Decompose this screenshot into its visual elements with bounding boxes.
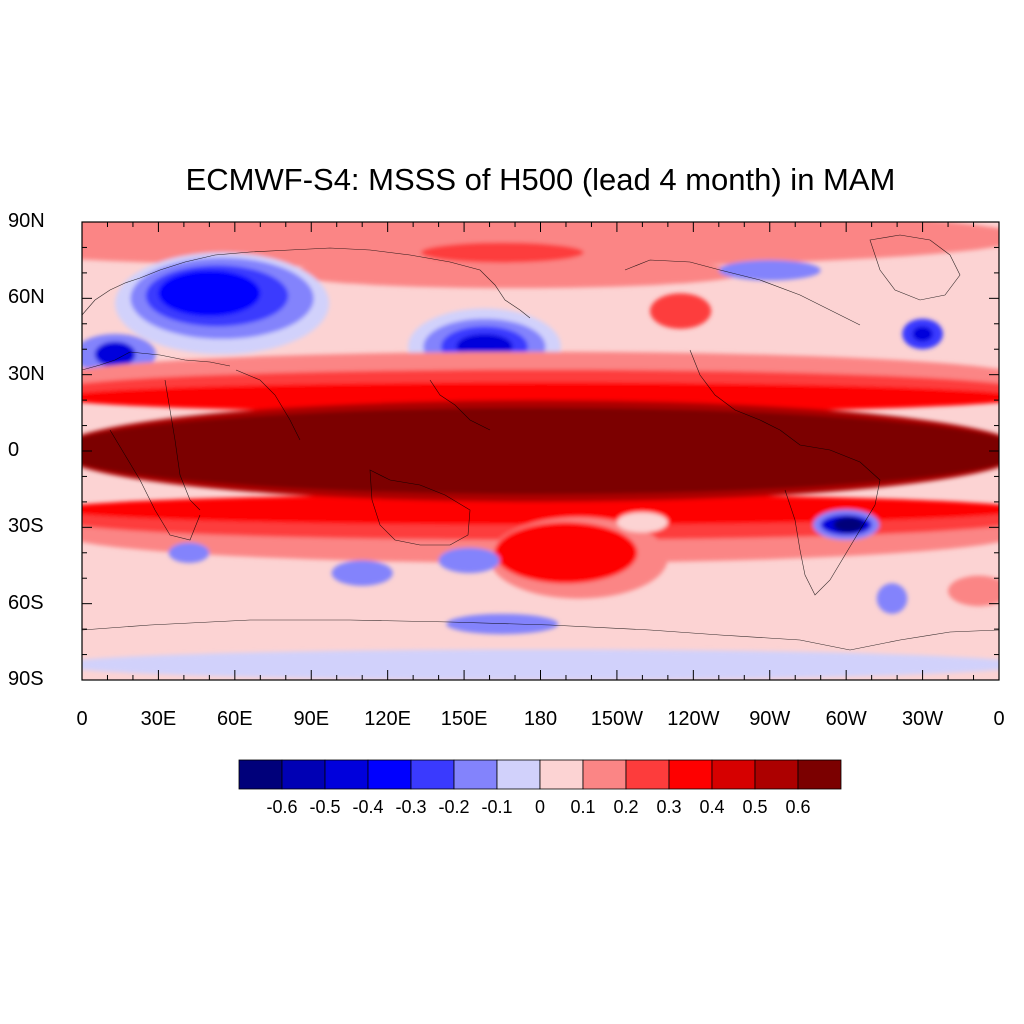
lon-label: 0	[993, 708, 1005, 730]
arctic-band-2	[285, 257, 745, 289]
colorbar-swatch	[324, 759, 369, 790]
north-pacific-high	[650, 293, 712, 329]
colorbar-label: 0	[534, 797, 545, 817]
lat-label: 90S	[8, 668, 44, 690]
colorbar-label: -0.4	[352, 797, 384, 817]
colorbar	[238, 759, 842, 790]
southern-ocean-low	[446, 613, 559, 635]
colorbar-label: -0.2	[438, 797, 470, 817]
tropics-4	[82, 407, 999, 495]
north-pacific-arctic-red	[420, 242, 584, 263]
lat-label: 90N	[8, 210, 45, 232]
colorbar-swatch	[754, 759, 799, 790]
south-pacific-pink	[616, 512, 668, 533]
coastlines	[82, 234, 999, 651]
colorbar-label: 0.5	[742, 797, 768, 817]
colorbar-swatch	[410, 759, 455, 790]
skill-field	[82, 222, 999, 680]
south-pacific-red	[494, 522, 638, 584]
east-europe-low-3	[158, 270, 261, 317]
lon-label: 120E	[364, 708, 412, 730]
lat-label: 60S	[8, 591, 44, 614]
lat-label: 30S	[8, 515, 44, 538]
indian-ocean-low-1	[168, 542, 210, 563]
colorbar-swatch	[453, 759, 498, 790]
colorbar-label: 0.1	[570, 797, 596, 817]
colorbar-swatch	[238, 759, 283, 790]
lat-label: 30N	[8, 362, 45, 385]
lon-label: 150W	[590, 708, 644, 730]
colorbar-label: 0.2	[613, 797, 639, 817]
colorbar-label: -0.3	[395, 797, 427, 817]
colorbar-swatch	[668, 759, 713, 790]
drake-low	[876, 583, 908, 614]
lon-label: 90E	[293, 708, 330, 730]
colorbar-swatch	[496, 759, 541, 790]
lon-label: 30E	[140, 708, 177, 730]
colorbar-swatch	[711, 759, 756, 790]
lon-label: 180	[523, 708, 558, 730]
n-subtropics-3	[82, 382, 999, 413]
colorbar-swatch	[625, 759, 670, 790]
colorbar-label: 0.6	[785, 797, 811, 817]
colorbar-swatch	[797, 759, 842, 790]
lon-label: 150E	[440, 708, 488, 730]
south-america-low-core	[833, 517, 864, 533]
lon-label: 0	[76, 708, 88, 730]
colorbar-label: -0.1	[481, 797, 513, 817]
colorbar-swatch	[539, 759, 584, 790]
axis-ticks	[81, 221, 1000, 681]
lat-label: 60N	[8, 286, 45, 309]
canada-low	[718, 260, 821, 281]
south-indian-low	[331, 560, 393, 586]
colorbar-swatch	[367, 759, 412, 790]
lon-label: 120W	[667, 708, 720, 730]
colorbar-label: 0.3	[656, 797, 682, 817]
colorbar-swatch	[582, 759, 627, 790]
lon-label: 90W	[749, 708, 791, 730]
figure-title: ECMWF-S4: MSSS of H500 (lead 4 month) in…	[185, 162, 896, 197]
colorbar-label: 0.4	[699, 797, 725, 817]
south-atlantic-red	[948, 575, 999, 607]
mediterranean-low-2	[94, 341, 136, 368]
north-atlantic-low-inner	[912, 326, 933, 342]
lon-label: 30W	[902, 708, 944, 730]
colorbar-label: -0.6	[266, 797, 298, 817]
s-subtropics-3	[82, 494, 999, 525]
lon-label: 60E	[217, 708, 253, 730]
tasman-low	[438, 547, 500, 574]
colorbar-label: -0.5	[309, 797, 341, 817]
lat-label: 0	[8, 439, 20, 461]
colorbar-swatch	[281, 759, 326, 790]
lon-label: 60W	[825, 708, 867, 730]
